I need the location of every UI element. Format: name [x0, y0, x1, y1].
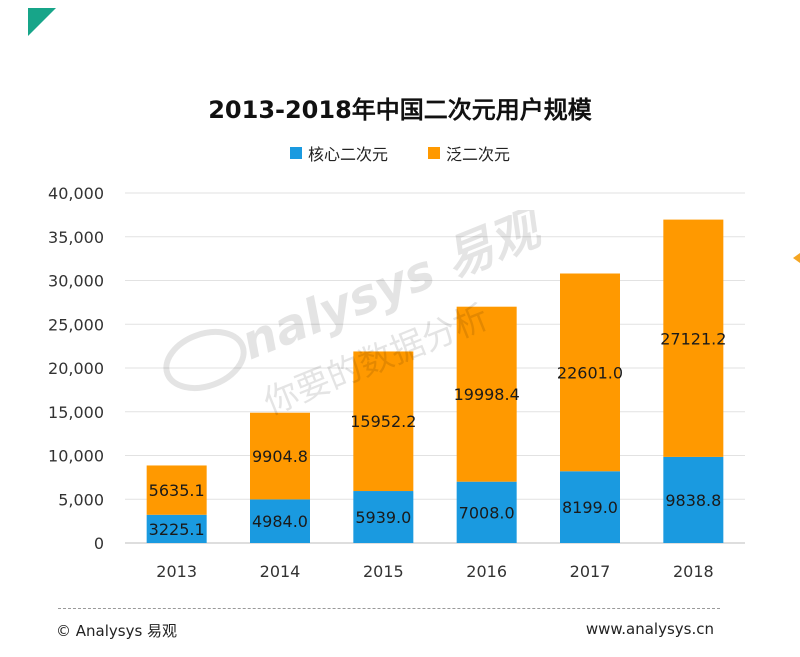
y-tick-label: 25,000	[48, 315, 104, 334]
footer-divider	[58, 608, 720, 609]
y-tick-label: 0	[94, 534, 104, 553]
x-tick-label: 2016	[466, 562, 507, 581]
corner-accent-triangle	[28, 8, 56, 36]
bar-general	[146, 465, 207, 515]
data-label: 9838.8	[665, 491, 721, 510]
data-label: 5635.1	[149, 481, 205, 500]
bar-core	[250, 499, 310, 543]
data-label: 19998.4	[454, 385, 520, 404]
y-tick-label: 20,000	[48, 359, 104, 378]
data-label: 3225.1	[149, 520, 205, 539]
y-tick-label: 30,000	[48, 272, 104, 291]
footer-website: www.analysys.cn	[585, 620, 714, 638]
y-tick-label: 40,000	[48, 184, 104, 203]
x-tick-label: 2017	[570, 562, 611, 581]
x-tick-label: 2013	[156, 562, 197, 581]
data-label: 8199.0	[562, 498, 618, 517]
bar-core	[663, 456, 724, 543]
bar-general	[456, 306, 517, 482]
data-label: 5939.0	[355, 508, 411, 527]
footer-copyright: © Analysys 易观	[56, 622, 178, 640]
chart-legend: 核心二次元 泛二次元	[0, 141, 800, 165]
x-tick-label: 2018	[673, 562, 714, 581]
legend-item-core: 核心二次元	[289, 141, 388, 165]
y-tick-label: 5,000	[58, 490, 104, 509]
legend-swatch-core	[289, 147, 302, 159]
y-tick-label: 15,000	[48, 403, 104, 422]
x-tick-label: 2014	[260, 562, 301, 581]
data-label: 22601.0	[557, 363, 623, 382]
data-label: 9904.8	[252, 447, 308, 466]
bar-core	[560, 471, 620, 543]
data-label: 15952.2	[350, 412, 416, 431]
bar-core	[456, 481, 517, 543]
y-tick-label: 35,000	[48, 228, 104, 247]
bar-general	[353, 351, 414, 492]
data-label: 27121.2	[660, 329, 726, 348]
data-label: 7008.0	[459, 503, 515, 522]
bar-core	[146, 514, 207, 543]
data-label: 4984.0	[252, 512, 308, 531]
y-tick-label: 10,000	[48, 447, 104, 466]
bar-general	[663, 219, 724, 457]
chart-title: 2013-2018年中国二次元用户规模	[208, 96, 592, 124]
x-tick-label: 2015	[363, 562, 404, 581]
bar-core	[353, 491, 414, 543]
legend-swatch-general	[428, 147, 440, 159]
edge-accent-mark	[793, 253, 800, 263]
bar-general	[250, 412, 310, 500]
legend-item-general: 泛二次元	[428, 141, 510, 165]
legend-label-general: 泛二次元	[446, 145, 511, 164]
legend-label-core: 核心二次元	[307, 145, 388, 164]
bar-general	[560, 273, 620, 472]
